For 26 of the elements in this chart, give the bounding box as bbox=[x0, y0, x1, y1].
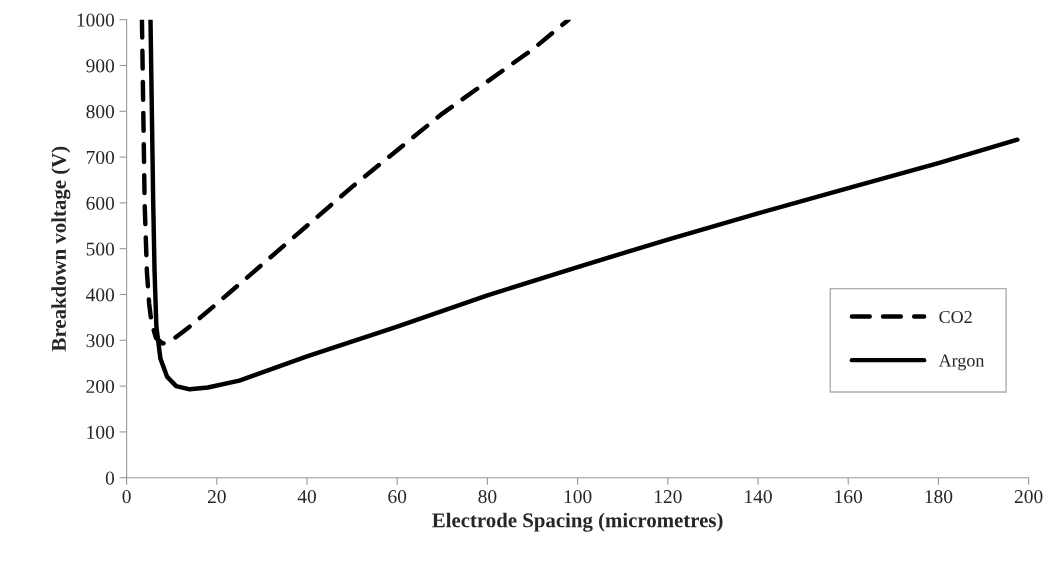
x-tick-label: 20 bbox=[207, 490, 226, 504]
y-axis-title: Breakdown voltage (V) bbox=[51, 146, 71, 352]
y-tick-label: 400 bbox=[86, 288, 115, 302]
y-tick-label: 100 bbox=[87, 425, 115, 439]
y-tick-label: 1000 bbox=[77, 13, 115, 27]
y-tick-label: 900 bbox=[86, 59, 115, 73]
x-axis-title: Electrode Spacing (micrometres) bbox=[432, 512, 723, 532]
y-tick-label: 200 bbox=[86, 379, 115, 394]
x-tick-label: 40 bbox=[297, 490, 316, 504]
x-tick-label: 140 bbox=[745, 490, 772, 504]
y-tick-label: 500 bbox=[86, 242, 115, 256]
x-tick-label: 0 bbox=[122, 490, 131, 504]
legend-label: CO2 bbox=[939, 310, 972, 324]
x-tick-label: 100 bbox=[564, 490, 592, 504]
y-tick-label: 600 bbox=[86, 196, 115, 210]
legend-label: Argon bbox=[938, 354, 985, 371]
x-tick-label: 160 bbox=[835, 490, 863, 504]
x-tick-label: 180 bbox=[925, 490, 953, 504]
y-tick-label: 300 bbox=[86, 334, 115, 348]
x-tick-label: 60 bbox=[388, 490, 407, 504]
x-tick-label: 120 bbox=[654, 490, 682, 504]
y-tick-label: 700 bbox=[86, 150, 115, 165]
y-tick-label: 0 bbox=[105, 471, 115, 485]
y-tick-label: 800 bbox=[86, 105, 115, 119]
x-tick-label: 200 bbox=[1014, 490, 1043, 504]
x-tick-label: 80 bbox=[478, 490, 497, 504]
